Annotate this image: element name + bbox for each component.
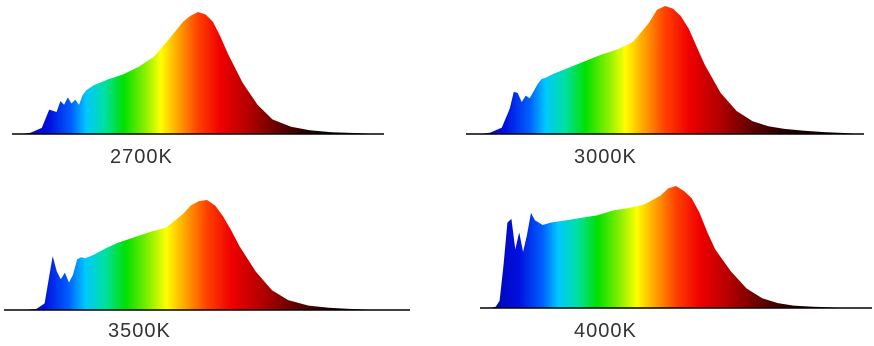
spectrum-area <box>4 200 410 310</box>
spectrum-chart-3500k <box>4 198 410 314</box>
spectrum-chart-4000k <box>480 184 872 312</box>
spectrum-plot-2700k <box>12 12 384 135</box>
spectrum-plot-3000k <box>466 6 864 135</box>
cct-label-4000k: 4000K <box>574 320 637 342</box>
cct-label-3000k: 3000K <box>574 146 637 168</box>
cct-label-2700k: 2700K <box>110 146 173 168</box>
spectrum-plot-4000k <box>480 186 872 309</box>
cct-label-3500k: 3500K <box>108 320 171 342</box>
spectrum-chart-2700k <box>12 10 384 138</box>
spectrum-chart-3000k <box>466 4 864 138</box>
spectrum-area <box>12 12 384 134</box>
spectrum-area <box>466 6 864 134</box>
spectrum-plot-3500k <box>4 200 410 311</box>
spectrum-area <box>480 186 872 308</box>
